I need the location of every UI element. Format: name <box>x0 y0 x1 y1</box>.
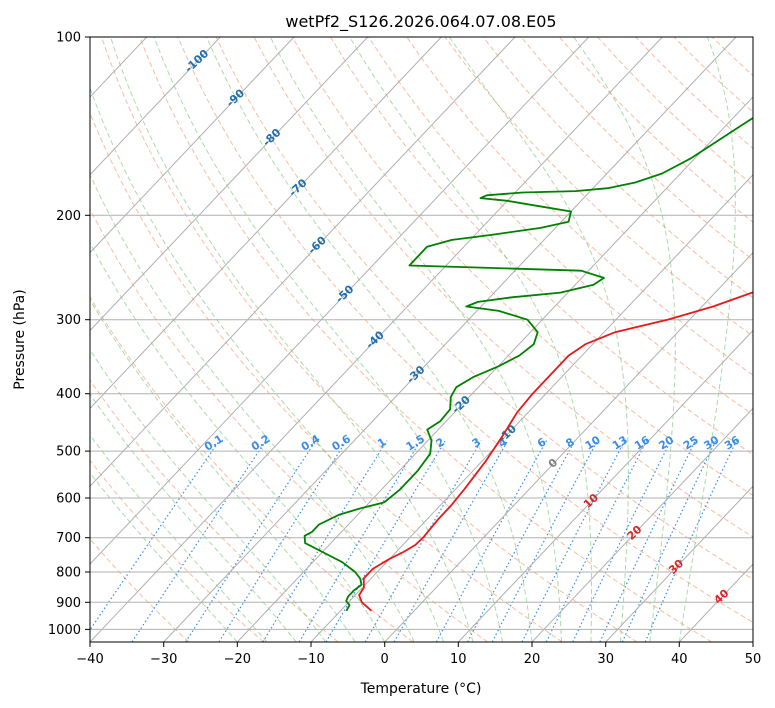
x-tick-label: 50 <box>745 652 762 667</box>
mixing-ratio-line <box>621 440 717 642</box>
dry-adiabat <box>139 37 712 642</box>
y-tick-label: 800 <box>56 566 81 581</box>
temperature-profile-line <box>358 291 753 612</box>
isotherm-gridline <box>0 37 73 642</box>
isotherm-gridline <box>90 37 295 254</box>
mixing-ratio-line <box>131 440 267 642</box>
isotherm-gridline <box>90 37 663 642</box>
mixing-ratio-line <box>298 440 422 642</box>
mixing-ratio-line <box>90 440 220 631</box>
isotherm-gridline <box>384 251 753 642</box>
x-tick-label: 40 <box>671 652 688 667</box>
dry-adiabat <box>291 37 753 497</box>
axis-layer: −40 −30 −20 −10 0 10 20 30 40 50 100 200 300 400 500 60… <box>48 31 761 668</box>
x-axis-label: Temperature (°C) <box>360 681 482 697</box>
isotherm-gridline <box>90 37 516 488</box>
mixing-ratio-line <box>218 440 348 642</box>
moist-adiabat <box>90 349 327 642</box>
dry-adiabat <box>368 37 753 416</box>
isotherm-gridline <box>90 37 369 332</box>
mixing-ratio-line <box>545 440 648 642</box>
y-tick-label: 1000 <box>48 623 81 638</box>
mixing-ratio-line <box>572 440 672 642</box>
dry-adiabat <box>90 459 264 642</box>
plot-background <box>90 37 753 642</box>
y-tick-label: 900 <box>56 596 81 611</box>
moist-adiabat <box>269 37 562 642</box>
mixing-ratio-line <box>262 440 388 642</box>
dewpoint-profile-line <box>303 116 753 612</box>
isotherm-gridline <box>90 37 221 176</box>
dry-adiabat <box>215 37 753 580</box>
moist-adiabat <box>573 37 676 642</box>
moist-adiabat <box>449 37 629 642</box>
plot-frame <box>89 36 754 643</box>
dry-adiabat <box>90 111 563 642</box>
chart-title: wetPf2_S126.2026.064.07.08.E05 <box>285 12 556 32</box>
dry-adiabat <box>482 37 753 299</box>
moist-adiabat <box>110 37 474 642</box>
x-tick-label: −20 <box>224 652 251 667</box>
y-tick-label: 100 <box>56 31 81 46</box>
isotherm-gridline <box>752 641 753 642</box>
moist-adiabat <box>90 299 356 642</box>
mixing-ratio-line <box>364 440 482 642</box>
isotherm-gridline <box>531 407 753 642</box>
y-tick-label: 600 <box>56 492 81 507</box>
moist-adiabat <box>206 37 533 642</box>
moist-adiabat <box>678 37 736 642</box>
moist-adiabat <box>153 37 503 642</box>
x-tick-label: −30 <box>150 652 177 667</box>
dry-adiabat <box>101 37 638 642</box>
isotherm-gridline <box>236 96 753 642</box>
x-tick-label: 30 <box>597 652 614 667</box>
grid-layer <box>0 37 753 642</box>
x-tick-label: −40 <box>76 652 103 667</box>
dry-adiabat <box>90 538 190 642</box>
dry-adiabat <box>406 37 753 376</box>
y-axis-label: Pressure (hPa) <box>12 289 28 389</box>
y-tick-label: 300 <box>56 313 81 328</box>
moist-adiabat <box>90 173 415 642</box>
y-tick-label: 700 <box>56 531 81 546</box>
y-tick-label: 200 <box>56 209 81 224</box>
moist-adiabat <box>349 37 592 642</box>
y-tick-label: 500 <box>56 445 81 460</box>
x-tick-label: −10 <box>297 652 324 667</box>
isotherm-gridline <box>90 37 590 565</box>
moist-adiabat <box>90 241 386 642</box>
x-tick-label: 10 <box>450 652 467 667</box>
y-tick-label: 400 <box>56 387 81 402</box>
moist-adiabat <box>90 472 238 642</box>
isotherm-gridline <box>457 329 753 642</box>
isotherm-gridline <box>90 37 442 410</box>
mixing-ratio-line <box>644 440 738 642</box>
series-layer <box>303 116 753 612</box>
mixing-ratio-line <box>393 440 509 642</box>
isotherm-gridline <box>163 37 737 642</box>
x-tick-label: 0 <box>381 652 389 667</box>
dry-adiabat <box>90 208 488 642</box>
mixing-ratio-line <box>435 440 548 642</box>
moist-adiabat <box>90 86 445 642</box>
x-tick-label: 20 <box>524 652 541 667</box>
mixing-ratio-line <box>185 440 317 642</box>
isotherm-gridline <box>605 485 753 642</box>
dry-adiabat <box>177 37 753 623</box>
mixing-ratio-line <box>325 440 446 642</box>
